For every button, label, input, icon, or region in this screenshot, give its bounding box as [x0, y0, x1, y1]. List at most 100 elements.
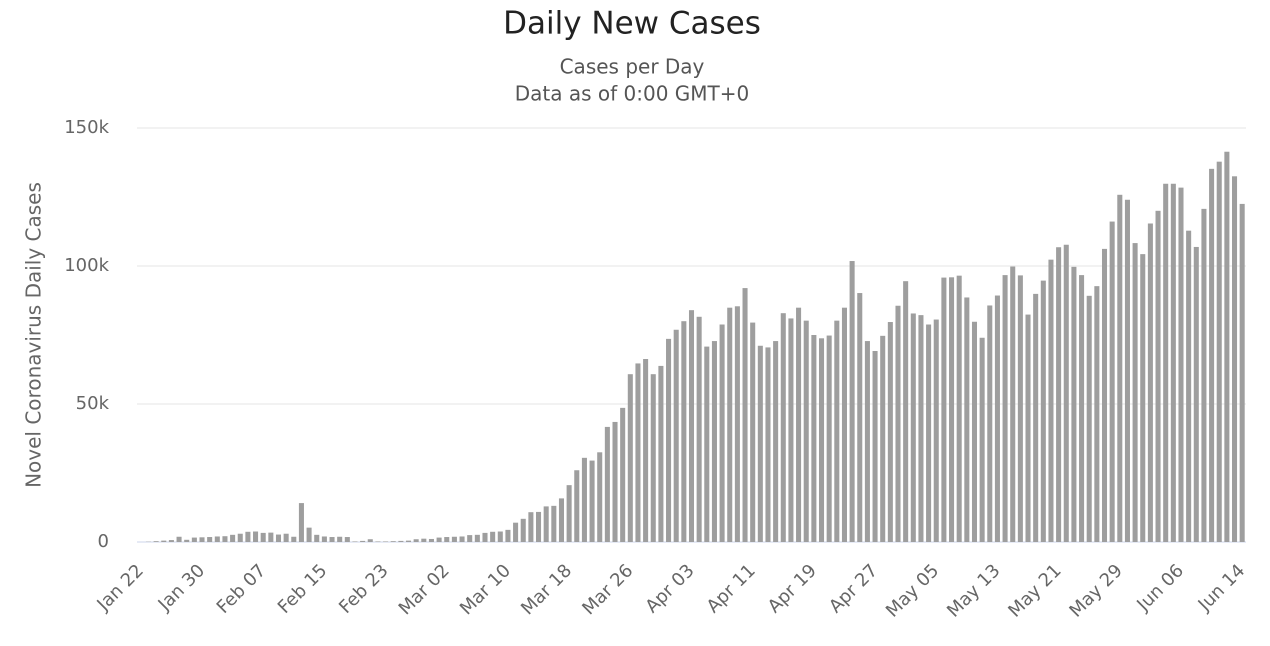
y-axis-label: Novel Coronavirus Daily Cases: [22, 182, 46, 488]
bar: [321, 536, 327, 542]
bar: [887, 322, 893, 542]
y-tick-label: 0: [98, 531, 109, 552]
bar: [490, 531, 496, 542]
bar: [581, 457, 587, 542]
bar: [444, 537, 450, 542]
bar: [1071, 266, 1077, 542]
bar: [459, 536, 465, 542]
bar: [1124, 199, 1130, 542]
bar: [467, 535, 473, 542]
x-tick-label: May 21: [1004, 560, 1065, 621]
bar: [1002, 275, 1008, 542]
bar: [933, 319, 939, 542]
bar: [811, 335, 817, 542]
bar: [711, 341, 717, 542]
bar: [1086, 295, 1092, 542]
bar: [666, 338, 672, 542]
bar: [505, 529, 511, 542]
bar: [1147, 223, 1153, 542]
bar: [734, 306, 740, 542]
bar: [627, 374, 633, 542]
bar: [979, 337, 985, 542]
bar: [153, 541, 159, 542]
bar: [436, 537, 442, 542]
y-tick-label: 50k: [76, 393, 110, 414]
bar: [1033, 293, 1039, 542]
bar: [826, 335, 832, 542]
x-tick-label: May 13: [943, 560, 1004, 621]
bar: [161, 540, 167, 542]
bar: [497, 531, 503, 542]
bar: [1109, 221, 1115, 542]
bar: [834, 320, 840, 542]
bar: [253, 531, 259, 542]
bar: [528, 512, 534, 542]
x-tick-label: Apr 11: [703, 560, 760, 617]
y-tick-label: 100k: [64, 255, 109, 276]
bar: [803, 320, 809, 542]
bar: [910, 313, 916, 542]
bar: [1155, 210, 1161, 543]
x-tick-label: Jun 14: [1194, 560, 1250, 616]
bar: [383, 541, 389, 542]
bar: [903, 281, 909, 542]
bar: [199, 537, 205, 542]
bar: [918, 315, 924, 542]
bar: [780, 313, 786, 542]
bar: [275, 534, 282, 542]
x-tick-label: Feb 07: [213, 560, 271, 618]
bar: [268, 532, 274, 542]
bar: [352, 541, 358, 542]
bar: [551, 505, 557, 542]
bar: [757, 345, 763, 542]
bar: [1232, 176, 1238, 543]
bar: [314, 534, 320, 542]
bar: [1178, 187, 1184, 542]
bar: [536, 511, 542, 542]
bar: [237, 533, 243, 542]
bar: [926, 324, 932, 542]
bar: [849, 261, 855, 542]
x-tick-label: Feb 23: [335, 560, 393, 618]
bar: [1056, 247, 1062, 542]
bar: [1140, 254, 1146, 542]
bar: [1163, 183, 1169, 542]
bar: [329, 537, 335, 542]
x-tick-label: Apr 27: [825, 560, 882, 617]
bar: [1201, 208, 1207, 543]
chart-subtitle: Cases per Day: [560, 55, 705, 79]
bar: [857, 293, 863, 542]
bar: [558, 498, 565, 542]
bar: [474, 534, 480, 542]
bar: [941, 277, 947, 542]
bar: [949, 277, 955, 542]
x-tick-label: Feb 15: [274, 560, 332, 618]
bar: [291, 536, 297, 542]
bar: [283, 533, 289, 542]
bar: [987, 305, 993, 542]
bar: [688, 310, 695, 542]
bar: [635, 363, 641, 542]
bar: [520, 518, 526, 542]
bar: [704, 346, 710, 542]
bar: [482, 532, 488, 542]
bar: [1101, 248, 1108, 542]
bar: [673, 329, 679, 542]
bar: [1170, 183, 1176, 542]
bar: [719, 324, 725, 542]
bar: [367, 539, 373, 542]
x-tick-label: Jun 06: [1132, 560, 1188, 616]
x-tick-label: Mar 26: [578, 560, 637, 619]
bar: [191, 537, 197, 542]
bar: [168, 540, 174, 542]
bar: [971, 321, 978, 542]
bar: [413, 539, 419, 542]
bar: [566, 485, 572, 542]
bar: [750, 322, 756, 542]
bar: [872, 351, 878, 542]
bar: [1193, 246, 1199, 542]
chart-title: Daily New Cases: [503, 6, 761, 42]
x-tick-label: Mar 02: [395, 560, 454, 619]
bar: [428, 538, 434, 542]
